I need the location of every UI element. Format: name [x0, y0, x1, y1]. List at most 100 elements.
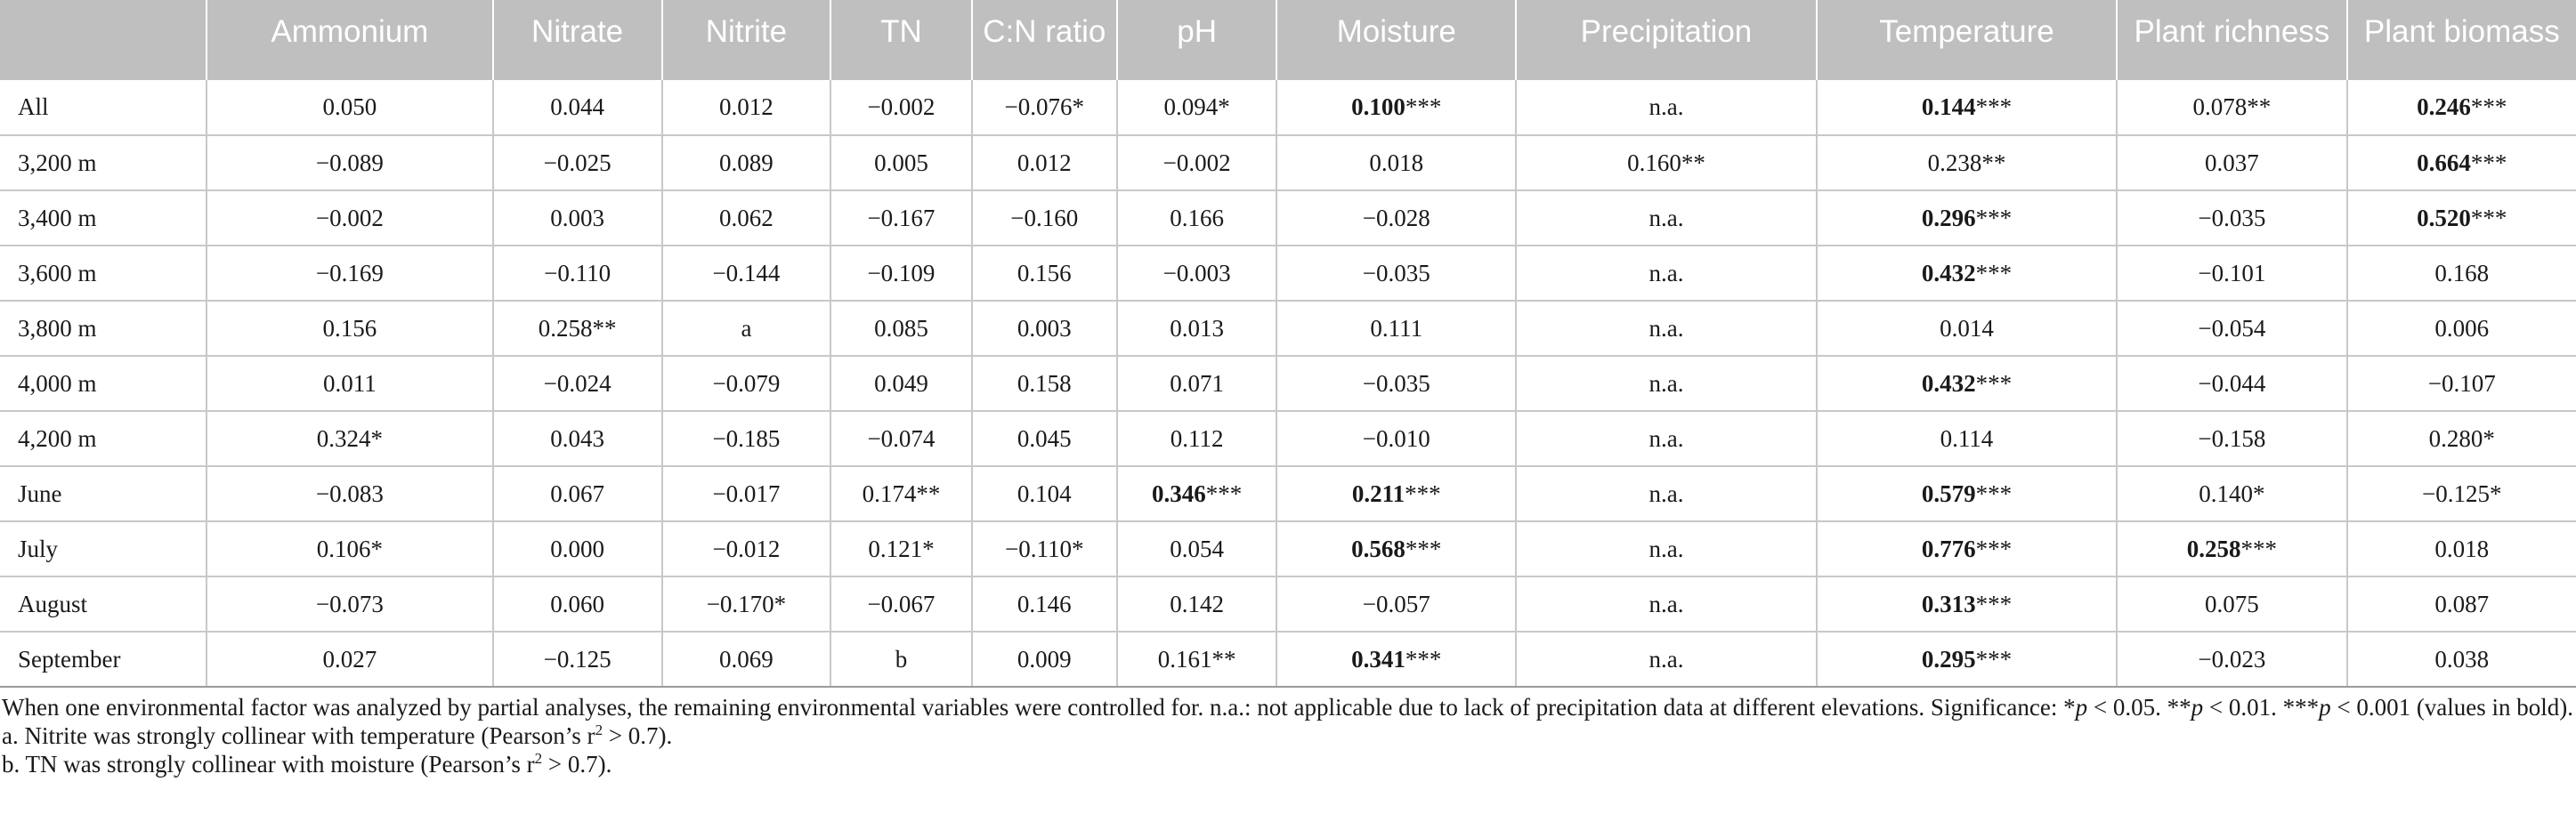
cell-value: −0.169 — [315, 259, 384, 286]
table-cell: 0.089 — [661, 135, 832, 191]
cell-value: 0.050 — [322, 93, 377, 120]
cell-value: 0.112 — [1170, 424, 1224, 452]
cell-value: 0.012 — [1017, 149, 1072, 176]
cell-value: 0.006 — [2434, 314, 2490, 342]
table-cell: −0.110* — [971, 521, 1119, 577]
table-cell: 0.313*** — [1816, 576, 2118, 633]
cell-value: 0.520 — [2417, 204, 2471, 231]
row-label: 3,200 m — [0, 135, 208, 191]
cell-value: b — [895, 645, 908, 673]
table-cell: −0.054 — [2117, 301, 2348, 357]
cell-value: −0.024 — [543, 369, 612, 397]
table-cell: 0.114 — [1816, 411, 2118, 467]
significance-marker: * — [370, 424, 383, 452]
table-row: September 0.027 −0.125 0.069 b 0.009 0.161** 0.… — [0, 632, 2576, 688]
cell-value: 0.121 — [868, 535, 923, 562]
significance-marker: *** — [2470, 93, 2507, 120]
table-cell: −0.024 — [492, 356, 663, 412]
table-cell: −0.073 — [207, 576, 494, 633]
table-row: June −0.083 0.067 −0.017 0.174** 0.104 0.346**… — [0, 466, 2576, 522]
cell-value: −0.017 — [712, 480, 781, 507]
table-row: All 0.050 0.044 0.012 −0.002 −0.076* 0.094* 0.1… — [0, 80, 2576, 136]
cell-value: 0.258 — [538, 314, 593, 342]
table-cell: −0.158 — [2117, 411, 2348, 467]
cell-value: 0.075 — [2205, 590, 2259, 617]
cell-value: 0.044 — [550, 93, 604, 120]
table-cell: n.a. — [1516, 411, 1818, 467]
table-cell: 0.005 — [830, 135, 973, 191]
row-label: August — [0, 576, 208, 633]
header-cell: C:N ratio — [971, 0, 1119, 80]
cell-value: 0.664 — [2417, 149, 2471, 176]
table-cell: 0.018 — [1276, 135, 1518, 191]
significance-marker: ** — [916, 480, 941, 507]
header-cell: Precipitation — [1516, 0, 1818, 80]
cell-value: 0.258 — [2186, 535, 2241, 562]
table-cell: −0.003 — [1117, 246, 1278, 302]
table-cell: −0.167 — [830, 190, 973, 246]
table-cell: 0.000 — [492, 521, 663, 577]
cell-value: n.a. — [1648, 645, 1684, 673]
cell-value: 0.014 — [1940, 314, 1994, 342]
header-cell: Temperature — [1816, 0, 2118, 80]
row-label: 4,200 m — [0, 411, 208, 467]
header-cell: TN — [830, 0, 973, 80]
cell-value: 0.432 — [1921, 259, 1976, 286]
table-cell: −0.035 — [1276, 246, 1518, 302]
table-cell: n.a. — [1516, 190, 1818, 246]
table-cell: 0.520*** — [2346, 190, 2576, 246]
table-cell: −0.023 — [2117, 632, 2348, 688]
cell-value: 0.324 — [316, 424, 371, 452]
table-footnotes: When one environmental factor was analyz… — [0, 688, 2576, 778]
table-cell: 0.258** — [492, 301, 663, 357]
cell-value: −0.002 — [1162, 149, 1231, 176]
table-cell: 0.238** — [1816, 135, 2118, 191]
table-cell: 0.087 — [2346, 576, 2576, 633]
p-symbol: p — [2075, 694, 2088, 721]
table-cell: 0.111 — [1276, 301, 1518, 357]
cell-value: 0.003 — [550, 204, 604, 231]
cell-value: 0.012 — [719, 93, 774, 120]
cell-value: 0.003 — [1017, 314, 1072, 342]
cell-value: 0.043 — [550, 424, 604, 452]
table-cell: 0.003 — [971, 301, 1119, 357]
cell-value: 0.111 — [1370, 314, 1423, 342]
table-cell: 0.067 — [492, 466, 663, 522]
cell-value: 0.295 — [1921, 645, 1976, 673]
cell-value: −0.012 — [712, 535, 781, 562]
row-label: 3,800 m — [0, 301, 208, 357]
table-row: 3,800 m 0.156 0.258** a 0.085 0.003 0.013 0.111… — [0, 301, 2576, 357]
cell-value: 0.160 — [1627, 149, 1681, 176]
table-cell: 0.246*** — [2346, 80, 2576, 136]
table-cell: 0.258*** — [2117, 521, 2348, 577]
table-cell: −0.002 — [1117, 135, 1278, 191]
header-cell-row-label — [0, 0, 208, 80]
table-cell: n.a. — [1516, 576, 1818, 633]
cell-value: −0.023 — [2198, 645, 2266, 673]
table-cell: 0.050 — [207, 80, 494, 136]
header-cell: Nitrite — [661, 0, 832, 80]
cell-value: −0.144 — [712, 259, 781, 286]
cell-value: −0.125 — [543, 645, 612, 673]
table-cell: n.a. — [1516, 466, 1818, 522]
cell-value: 0.161 — [1157, 645, 1212, 673]
cell-value: 0.114 — [1940, 424, 1994, 452]
table-cell: a — [661, 301, 832, 357]
table-cell: b — [830, 632, 973, 688]
cell-value: −0.170 — [706, 590, 774, 617]
significance-marker: * — [774, 590, 787, 617]
table-cell: −0.109 — [830, 246, 973, 302]
table-cell: −0.101 — [2117, 246, 2348, 302]
cell-value: 0.100 — [1351, 93, 1405, 120]
cell-value: 0.009 — [1017, 645, 1072, 673]
significance-marker: * — [2483, 424, 2495, 452]
significance-marker: *** — [1975, 93, 2013, 120]
significance-marker: *** — [1205, 480, 1243, 507]
cell-value: 0.158 — [1017, 369, 1072, 397]
cell-value: 0.094 — [1163, 93, 1219, 120]
table-cell: n.a. — [1516, 246, 1818, 302]
table-cell: −0.079 — [661, 356, 832, 412]
cell-value: 0.071 — [1170, 369, 1225, 397]
cell-value: 0.054 — [1170, 535, 1225, 562]
cell-value: 0.027 — [322, 645, 377, 673]
